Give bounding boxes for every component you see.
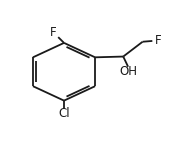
Text: F: F [50,26,57,39]
Text: OH: OH [119,65,137,78]
Text: F: F [155,34,162,47]
Text: Cl: Cl [58,107,70,120]
